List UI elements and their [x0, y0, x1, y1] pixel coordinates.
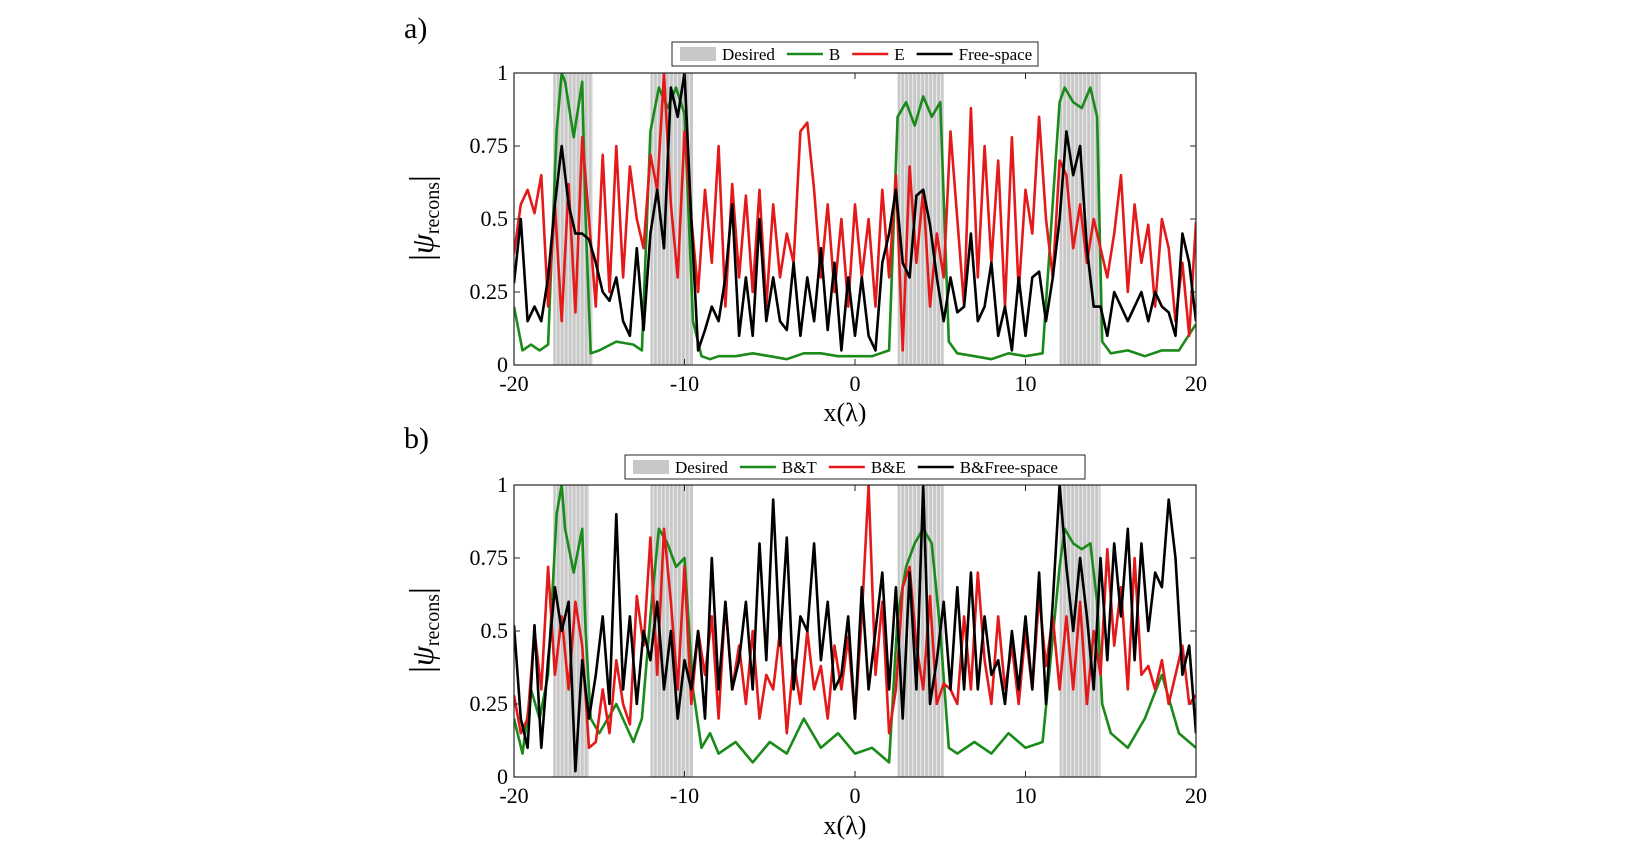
- series-line-free-space: [514, 73, 1196, 352]
- series-line-b: [514, 73, 1196, 361]
- panel-b-label: b): [404, 422, 429, 455]
- legend: Desired B&T B&E B&Free-space: [624, 454, 1086, 480]
- legend-label: B&E: [871, 458, 906, 477]
- legend-item: B&E: [828, 458, 906, 477]
- y-tick-label: 1: [497, 60, 508, 85]
- legend-item: B&Free-space: [917, 458, 1058, 477]
- legend-item: E: [852, 45, 905, 64]
- y-tick-label: 0.75: [470, 545, 509, 570]
- legend-swatch-desired: [633, 460, 669, 474]
- legend-label: Free-space: [959, 45, 1033, 64]
- svg-text:|ψrecons|: |ψrecons|: [404, 175, 444, 261]
- ylabel-bar-left: |: [404, 254, 441, 261]
- y-tick-label: 0.5: [481, 206, 509, 231]
- legend-label: Desired: [722, 45, 775, 64]
- legend-item: B&T: [739, 458, 818, 477]
- panel-b-ylabel-main: ψ: [404, 645, 440, 666]
- panel-a-ylabel-main: ψ: [404, 233, 440, 254]
- x-tick-label: 20: [1185, 783, 1207, 808]
- y-tick-label: 0: [497, 352, 508, 377]
- x-tick-label: -10: [670, 371, 699, 396]
- series-line-b-t: [514, 485, 1196, 764]
- panel-a-ylabel: |ψrecons|: [404, 175, 444, 261]
- legend-swatch-desired: [680, 47, 716, 61]
- y-tick-label: 0.25: [470, 691, 509, 716]
- y-tick-label: 1: [497, 472, 508, 497]
- legend-label: Desired: [675, 458, 728, 477]
- legend-label: B&Free-space: [960, 458, 1058, 477]
- series-line-b-free-space: [514, 485, 1196, 773]
- legend-item: Desired: [680, 45, 775, 64]
- series-line-e: [514, 73, 1196, 352]
- x-tick-label: 0: [850, 783, 861, 808]
- panel-a: a) |ψrecons| x(λ) -20 -10 0 10 2000.250.50.7…: [404, 12, 1207, 427]
- panel-a-xlabel: x(λ): [824, 398, 867, 427]
- panel-a-label: a): [404, 12, 427, 45]
- legend-label: B&T: [782, 458, 818, 477]
- legend: Desired B E Free-space: [671, 41, 1039, 67]
- x-tick-label: 10: [1015, 371, 1037, 396]
- ylabel-bar-left: |: [404, 666, 441, 673]
- legend-item: B: [786, 45, 840, 64]
- panel-a-ylabel-sub: recons: [422, 182, 444, 234]
- x-tick-label: 0: [850, 371, 861, 396]
- x-tick-label: 10: [1015, 783, 1037, 808]
- x-tick-label: -20: [499, 371, 528, 396]
- y-tick-label: 0: [497, 764, 508, 789]
- legend-label: B: [829, 45, 840, 64]
- y-tick-label: 0.75: [470, 133, 509, 158]
- panel-b-ylabel: |ψrecons|: [404, 587, 444, 673]
- ylabel-bar-right: |: [404, 175, 441, 182]
- panel-b-xlabel: x(λ): [824, 811, 867, 840]
- x-tick-label: -10: [670, 783, 699, 808]
- panel-b: b) |ψrecons| x(λ) -20 -10 0 10 2000.250.50.7…: [404, 422, 1207, 840]
- x-tick-label: -20: [499, 783, 528, 808]
- y-tick-label: 0.25: [470, 279, 509, 304]
- svg-text:|ψrecons|: |ψrecons|: [404, 587, 444, 673]
- legend-item: Desired: [633, 458, 728, 477]
- legend-item: Free-space: [916, 45, 1033, 64]
- legend-label: E: [894, 45, 904, 64]
- ylabel-bar-right: |: [404, 587, 441, 594]
- panel-b-ylabel-sub: recons: [422, 594, 444, 646]
- x-tick-label: 20: [1185, 371, 1207, 396]
- y-tick-label: 0.5: [481, 618, 509, 643]
- desired-region: [553, 485, 590, 777]
